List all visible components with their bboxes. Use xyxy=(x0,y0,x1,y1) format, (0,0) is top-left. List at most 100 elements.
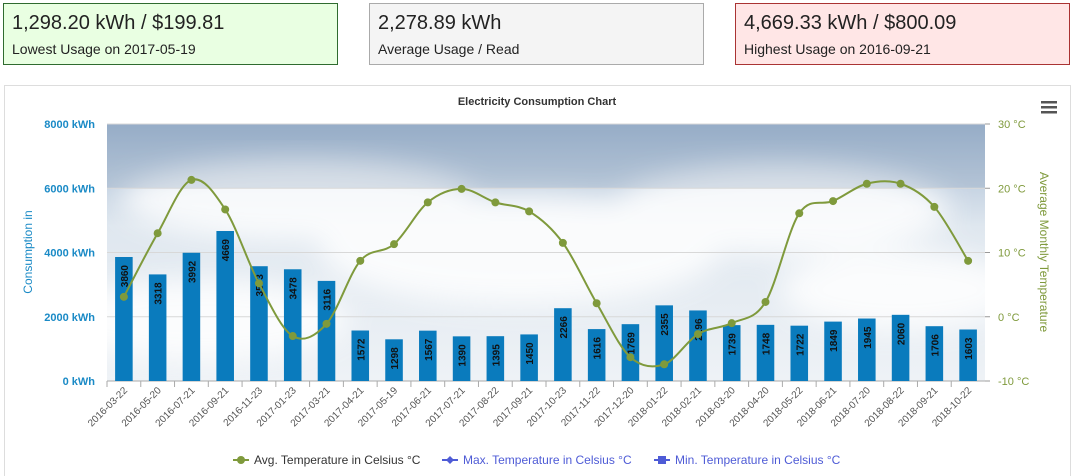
summary-value: 2,278.89 kWh xyxy=(378,12,502,34)
bar-value-label: 1748 xyxy=(762,332,773,355)
bar xyxy=(891,314,910,381)
temperature-point xyxy=(153,229,162,238)
y-axis-title: Consumption in xyxy=(21,210,35,293)
summary-value: 1,298.20 kWh / $199.81 xyxy=(12,12,225,34)
temperature-point xyxy=(761,297,770,306)
temperature-point xyxy=(795,209,804,218)
temperature-point xyxy=(964,256,973,265)
bar-value-label: 1395 xyxy=(491,344,502,367)
temperature-point xyxy=(660,360,669,369)
temperature-point xyxy=(187,175,196,184)
y-tick-label: 0 kWh xyxy=(63,376,96,388)
bar-value-label: 2196 xyxy=(694,318,705,341)
bar xyxy=(419,330,437,381)
bar xyxy=(689,310,707,381)
bar-value-label: 1603 xyxy=(964,337,975,360)
bar-value-label: 3860 xyxy=(120,265,131,288)
temperature-point xyxy=(693,330,702,339)
bar xyxy=(486,336,505,381)
bar-value-label: 4669 xyxy=(221,239,232,262)
legend-label: Avg. Temperature in Celsius °C xyxy=(254,453,421,467)
bar xyxy=(317,280,336,381)
temperature-point xyxy=(727,319,736,328)
temperature-point xyxy=(119,292,128,301)
bar xyxy=(621,324,640,381)
temperature-point xyxy=(254,279,263,288)
bar xyxy=(452,336,471,381)
bar-value-label: 1298 xyxy=(390,347,401,370)
summary-box: 4,669.33 kWh / $800.09 Highest Usage on … xyxy=(735,3,1070,65)
bar xyxy=(250,266,268,381)
temperature-point xyxy=(356,256,365,265)
bar xyxy=(520,334,538,381)
y2-tick-label: -10 °C xyxy=(998,376,1029,388)
temperature-point xyxy=(896,179,905,188)
y-tick-label: 2000 kWh xyxy=(44,312,95,324)
bar xyxy=(824,321,842,381)
temperature-point xyxy=(558,238,567,247)
bar-value-label: 1739 xyxy=(728,333,739,356)
temperature-point xyxy=(288,332,297,341)
bar xyxy=(756,324,775,381)
y2-tick-label: 30 °C xyxy=(998,119,1026,131)
temperature-point xyxy=(626,353,635,362)
bar-value-label: 1945 xyxy=(863,326,874,349)
summary-box: 1,298.20 kWh / $199.81 Lowest Usage on 2… xyxy=(3,3,338,65)
y-tick-label: 8000 kWh xyxy=(44,119,95,131)
bar xyxy=(283,269,302,381)
temperature-point xyxy=(322,319,331,328)
chart-title: Electricity Consumption Chart xyxy=(458,96,617,108)
y2-tick-label: 20 °C xyxy=(998,183,1026,195)
y2-axis-title: Average Monthly Temperature xyxy=(1037,172,1051,333)
temperature-point xyxy=(829,197,838,206)
legend-label: Max. Temperature in Celsius °C xyxy=(463,453,632,467)
temperature-point xyxy=(423,198,432,207)
bar-value-label: 3318 xyxy=(154,282,165,305)
legend-label: Min. Temperature in Celsius °C xyxy=(675,453,841,467)
temperature-point xyxy=(592,299,601,308)
temperature-point xyxy=(491,198,500,207)
bar-value-label: 1390 xyxy=(458,344,469,367)
bar xyxy=(554,308,572,381)
bar xyxy=(587,329,606,381)
summary-label: Highest Usage on 2016-09-21 xyxy=(744,41,931,57)
bar-value-label: 1706 xyxy=(930,334,941,357)
chart-container xyxy=(4,85,1071,476)
bar xyxy=(385,339,403,381)
bar-value-label: 2355 xyxy=(660,313,671,336)
y2-tick-label: 0 °C xyxy=(998,312,1020,324)
bar xyxy=(959,329,977,381)
bar xyxy=(722,325,741,381)
summary-label: Lowest Usage on 2017-05-19 xyxy=(12,41,196,57)
bar-value-label: 1450 xyxy=(525,342,536,365)
temperature-point xyxy=(930,202,939,211)
summary-box: 2,278.89 kWh Average Usage / Read xyxy=(369,3,704,65)
y2-tick-label: 10 °C xyxy=(998,248,1026,260)
bar-value-label: 3992 xyxy=(187,260,198,283)
legend-symbol xyxy=(237,456,245,464)
legend-item[interactable]: Avg. Temperature in Celsius °C xyxy=(233,453,421,467)
bar-value-label: 1849 xyxy=(829,329,840,352)
temperature-point xyxy=(525,207,534,216)
bar-value-label: 3478 xyxy=(289,277,300,300)
temperature-point xyxy=(457,184,466,193)
temperature-point xyxy=(221,205,230,214)
menu-button[interactable] xyxy=(1040,100,1058,116)
legend-symbol xyxy=(658,456,666,464)
bar xyxy=(216,231,234,381)
legend-item[interactable]: Max. Temperature in Celsius °C xyxy=(442,453,632,467)
bar-value-label: 1616 xyxy=(593,337,604,360)
bar xyxy=(925,326,944,381)
bar-value-label: 1567 xyxy=(424,338,435,361)
bar xyxy=(148,274,167,381)
y-tick-label: 6000 kWh xyxy=(44,183,95,195)
summary-label: Average Usage / Read xyxy=(378,41,520,57)
bar-value-label: 1769 xyxy=(626,332,637,355)
bar-value-label: 2266 xyxy=(559,316,570,339)
bar xyxy=(858,318,876,381)
legend-item[interactable]: Min. Temperature in Celsius °C xyxy=(654,453,841,467)
bar xyxy=(351,330,370,381)
bar-value-label: 1722 xyxy=(795,333,806,356)
